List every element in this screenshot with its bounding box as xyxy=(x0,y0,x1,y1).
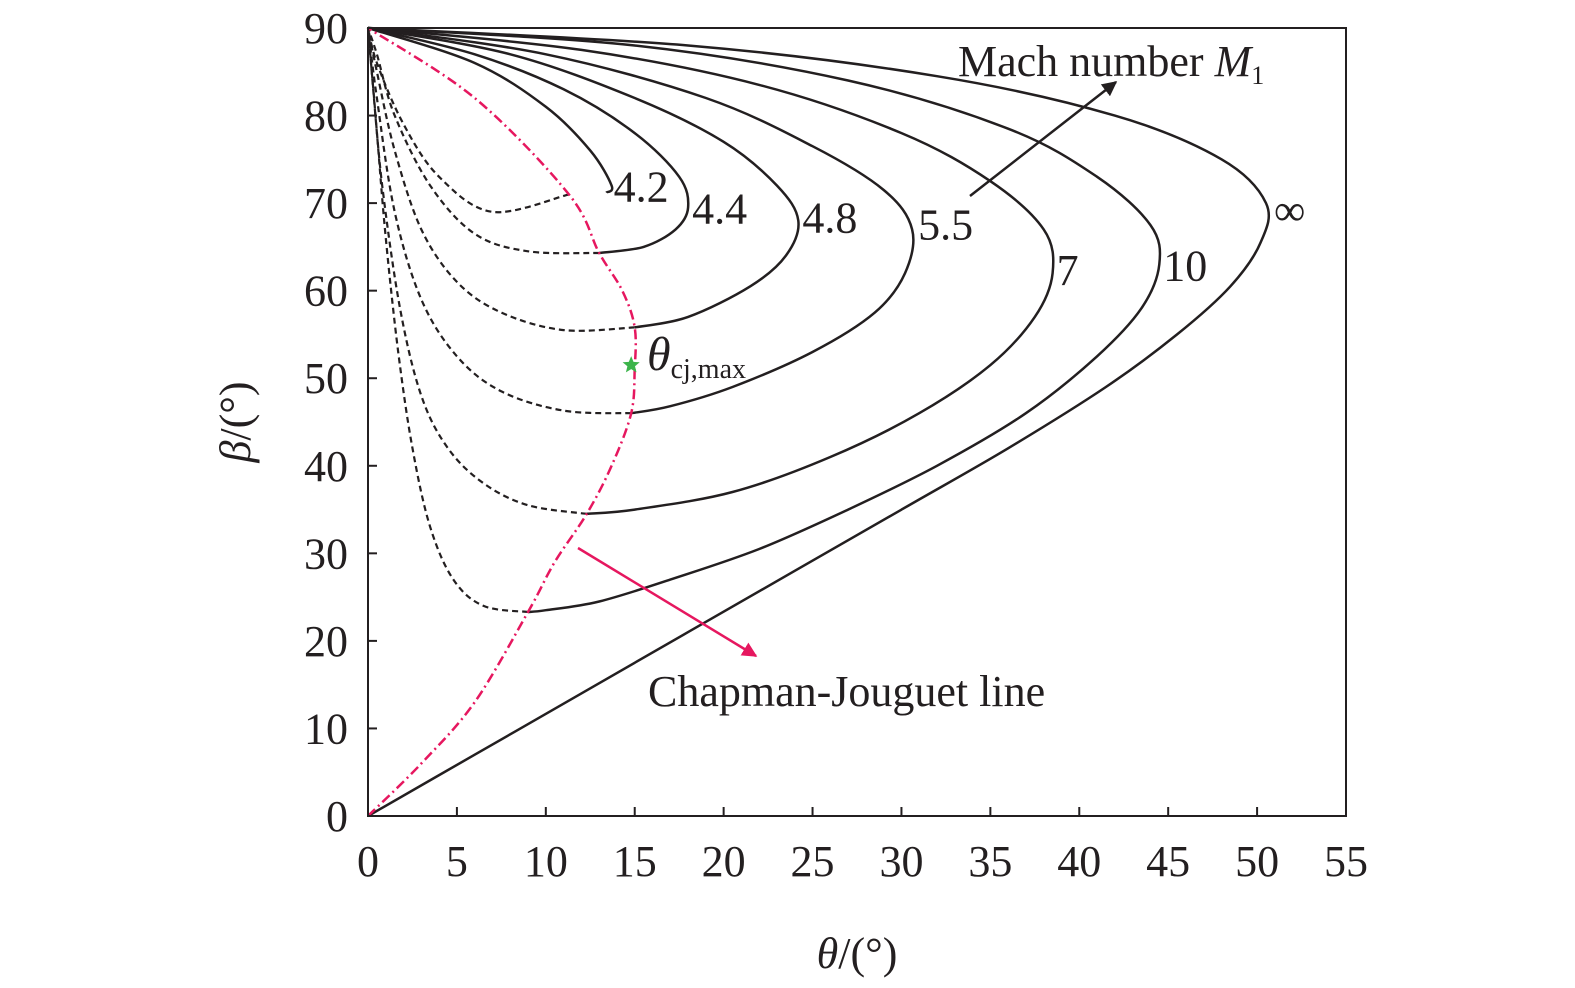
series-mach-4-8 xyxy=(366,26,800,332)
cj-line-label: Chapman-Jouguet line xyxy=(648,667,1045,716)
series-mach-7-solid-line xyxy=(367,26,1055,516)
series-mach-7-dashed-line xyxy=(366,27,587,515)
x-tick-label: 5 xyxy=(446,837,468,886)
curve-label-mach-5-5: 5.5 xyxy=(918,200,973,249)
y-axis-title: β/(°) xyxy=(211,381,260,463)
curve-label-mach-7: 7 xyxy=(1057,246,1079,295)
series-mach-4-4-dashed-line xyxy=(366,27,600,255)
curve-label-mach-4-8: 4.8 xyxy=(802,194,857,243)
y-axis: 0 10 20 30 40 50 60 70 80 90 xyxy=(304,4,377,841)
x-tick-label: 55 xyxy=(1324,837,1368,886)
plot-frame xyxy=(367,27,1347,817)
y-tick-label: 10 xyxy=(304,704,348,753)
y-tick-label: 70 xyxy=(304,179,348,228)
y-tick-label: 80 xyxy=(304,92,348,141)
curve-labels: 4.2 4.4 4.8 5.5 7 10 ∞ xyxy=(614,163,1306,296)
theta-cj-max-label: θcj,max xyxy=(647,328,746,385)
y-tick-label: 50 xyxy=(304,354,348,403)
mach-arrow xyxy=(969,81,1118,197)
x-tick-label: 20 xyxy=(702,837,746,886)
series-mach-4-2-dashed-line xyxy=(366,27,570,214)
y-tick-label: 90 xyxy=(304,4,348,53)
series-mach-4-2-solid-line xyxy=(367,26,614,194)
y-tick-label: 0 xyxy=(326,792,348,841)
x-tick-label: 45 xyxy=(1146,837,1190,886)
x-axis-title: θ/(°) xyxy=(817,929,898,978)
series-mach-4-2 xyxy=(366,26,614,214)
series-mach-5-5-dashed-line xyxy=(366,27,632,415)
x-tick-label: 10 xyxy=(524,837,568,886)
y-tick-label: 40 xyxy=(304,442,348,491)
series-mach-10-solid-line xyxy=(367,26,1162,614)
series-mach-5-5-solid-line xyxy=(367,26,915,415)
curve-label-mach-4-4: 4.4 xyxy=(692,184,747,233)
x-tick-label: 0 xyxy=(357,837,379,886)
chapman-jouguet-line xyxy=(367,26,638,817)
y-tick-label: 30 xyxy=(304,529,348,578)
curve-label-mach-infinity: ∞ xyxy=(1274,186,1305,235)
curves-layer xyxy=(366,26,1270,818)
x-tick-label: 25 xyxy=(791,837,835,886)
series-mach-4-4 xyxy=(366,26,690,255)
series-mach-7 xyxy=(366,26,1055,516)
x-tick-label: 40 xyxy=(1057,837,1101,886)
series-mach-4-4-solid-line xyxy=(367,26,690,255)
y-tick-label: 20 xyxy=(304,617,348,666)
mach-annotation: Mach number M1 xyxy=(958,37,1264,90)
x-tick-label: 35 xyxy=(968,837,1012,886)
cj-max-star-marker xyxy=(622,356,640,373)
series-mach-infinity-solid-line xyxy=(367,26,1270,818)
cj-arrow xyxy=(577,546,758,658)
y-tick-label: 60 xyxy=(304,267,348,316)
series-mach-5-5 xyxy=(366,26,915,415)
series-mach-10 xyxy=(366,26,1162,614)
x-axis: 0 5 10 15 20 25 30 35 40 45 50 55 xyxy=(357,807,1368,886)
x-tick-label: 50 xyxy=(1235,837,1279,886)
series-mach-10-dashed-line xyxy=(366,27,529,614)
series-mach-4-8-solid-line xyxy=(367,26,800,329)
series-mach-4-8-dashed-line xyxy=(366,27,635,332)
series-mach-infinity xyxy=(367,26,1270,818)
curve-label-mach-10: 10 xyxy=(1163,241,1207,290)
x-tick-label: 15 xyxy=(613,837,657,886)
x-tick-label: 30 xyxy=(879,837,923,886)
cj-line-layer xyxy=(367,26,638,817)
curve-label-mach-4-2: 4.2 xyxy=(614,163,669,212)
